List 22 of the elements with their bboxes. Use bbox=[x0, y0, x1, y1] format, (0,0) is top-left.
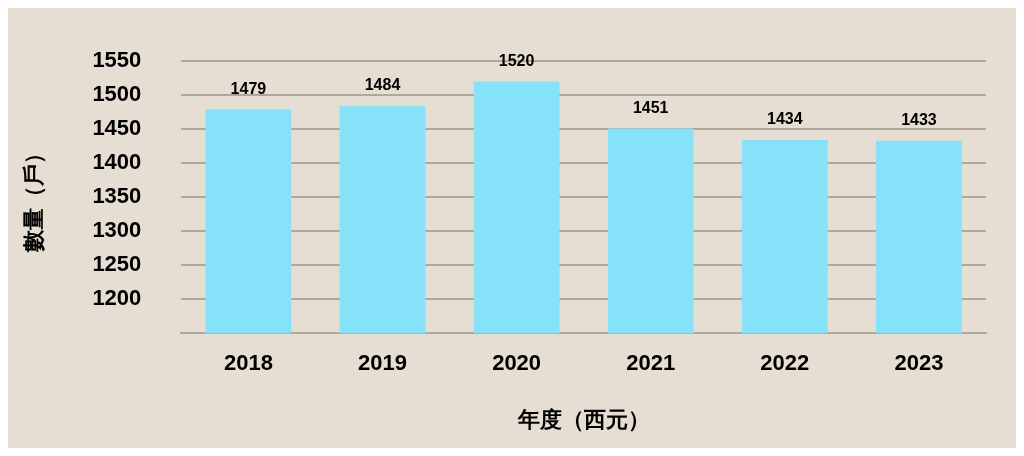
y-tick-label: 1350 bbox=[92, 183, 142, 209]
y-tick-label: 1200 bbox=[92, 285, 142, 311]
data-label: 1434 bbox=[767, 110, 803, 128]
data-label: 1451 bbox=[632, 98, 669, 116]
x-tick-label: 2018 bbox=[223, 350, 273, 376]
data-label: 1484 bbox=[364, 76, 401, 94]
y-tick-label: 1500 bbox=[92, 81, 142, 107]
y-axis-title: 數量（戶） bbox=[21, 142, 47, 254]
x-tick-label: 2022 bbox=[760, 350, 810, 376]
y-tick-label: 1250 bbox=[92, 251, 142, 277]
x-axis-title: 年度（西元） bbox=[516, 406, 650, 432]
data-label: 1433 bbox=[901, 111, 937, 129]
data-label: 1479 bbox=[230, 79, 267, 97]
x-tick-label: 2020 bbox=[492, 350, 542, 376]
data-label: 1520 bbox=[498, 52, 535, 70]
x-tick-label: 2023 bbox=[894, 350, 944, 376]
y-tick-label: 1300 bbox=[92, 217, 142, 243]
y-tick-label: 1400 bbox=[92, 149, 142, 175]
x-tick-label: 2021 bbox=[626, 350, 676, 376]
y-tick-label: 1550 bbox=[92, 47, 142, 73]
y-tick-label: 1450 bbox=[92, 115, 142, 141]
x-tick-label: 2019 bbox=[358, 350, 407, 376]
